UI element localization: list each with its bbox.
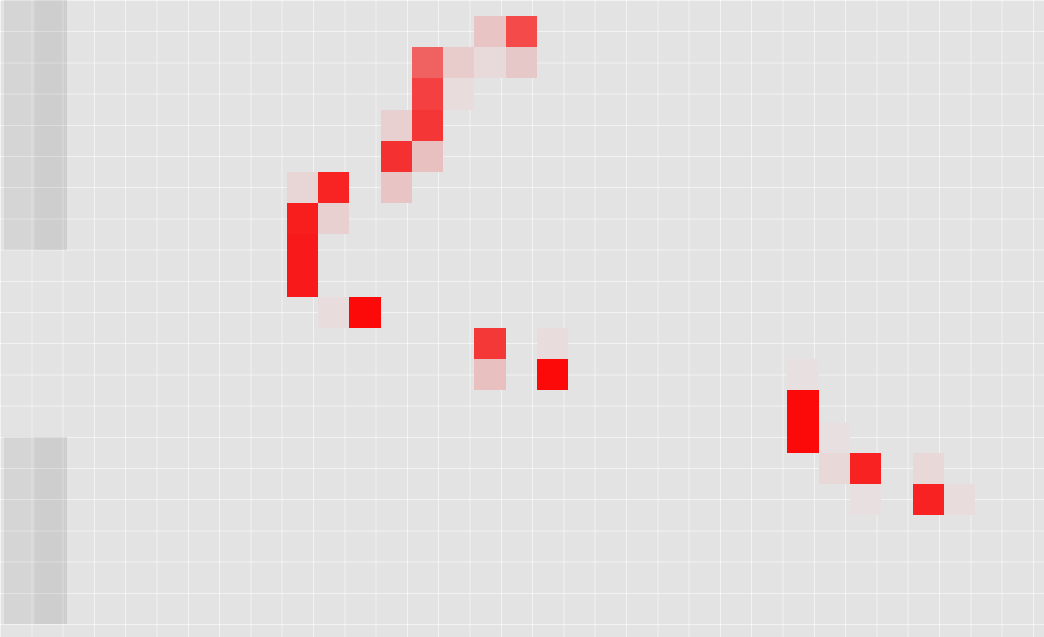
grid-cell[interactable] <box>474 359 506 391</box>
grid-cell[interactable] <box>474 328 506 360</box>
grid-cell[interactable] <box>380 109 412 141</box>
grid-cell[interactable] <box>912 484 944 516</box>
grid-cell[interactable] <box>912 452 944 484</box>
grid-cell[interactable] <box>411 78 444 110</box>
grid-cell[interactable] <box>317 172 350 204</box>
shaded-column <box>4 436 36 624</box>
shaded-column <box>35 0 67 250</box>
grid-cell[interactable] <box>443 78 475 110</box>
grid-cell[interactable] <box>850 484 882 516</box>
shaded-column <box>4 0 36 250</box>
grid-cell[interactable] <box>818 452 851 484</box>
grid-cell[interactable] <box>474 47 506 79</box>
grid-cell[interactable] <box>943 484 976 516</box>
grid-cell[interactable] <box>380 172 412 204</box>
grid-cell[interactable] <box>537 359 569 391</box>
grid-cell[interactable] <box>787 390 819 422</box>
grid-cell[interactable] <box>443 47 475 79</box>
grid-cell[interactable] <box>411 47 444 79</box>
grid-cell[interactable] <box>286 203 318 235</box>
grid-cell[interactable] <box>411 109 444 141</box>
grid-cell[interactable] <box>286 172 318 204</box>
grid-cell[interactable] <box>787 421 819 453</box>
grid-cell[interactable] <box>474 16 506 48</box>
grid-cell[interactable] <box>286 265 318 297</box>
grid-cell[interactable] <box>537 328 569 360</box>
grid-cell[interactable] <box>317 203 350 235</box>
grid-cell[interactable] <box>850 452 882 484</box>
grid-cell[interactable] <box>818 421 851 453</box>
grid-cell[interactable] <box>411 140 444 172</box>
grid-cell[interactable] <box>317 296 350 328</box>
grid-cell[interactable] <box>286 234 318 266</box>
grid-cell[interactable] <box>505 16 538 48</box>
shaded-column <box>35 436 67 624</box>
grid-cell[interactable] <box>349 296 381 328</box>
grid-cell[interactable] <box>505 47 538 79</box>
grid-cell[interactable] <box>380 140 412 172</box>
grid-cell[interactable] <box>787 359 819 391</box>
